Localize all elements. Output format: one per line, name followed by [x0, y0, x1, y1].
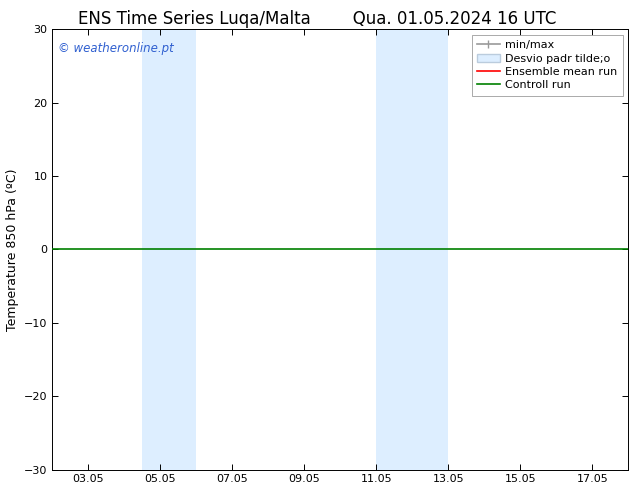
Y-axis label: Temperature 850 hPa (ºC): Temperature 850 hPa (ºC) — [6, 168, 18, 331]
Text: ENS Time Series Luqa/Malta        Qua. 01.05.2024 16 UTC: ENS Time Series Luqa/Malta Qua. 01.05.20… — [78, 10, 556, 28]
Bar — [143, 29, 197, 469]
Bar — [377, 29, 448, 469]
Legend: min/max, Desvio padr tilde;o, Ensemble mean run, Controll run: min/max, Desvio padr tilde;o, Ensemble m… — [472, 35, 623, 96]
Text: © weatheronline.pt: © weatheronline.pt — [58, 42, 174, 55]
